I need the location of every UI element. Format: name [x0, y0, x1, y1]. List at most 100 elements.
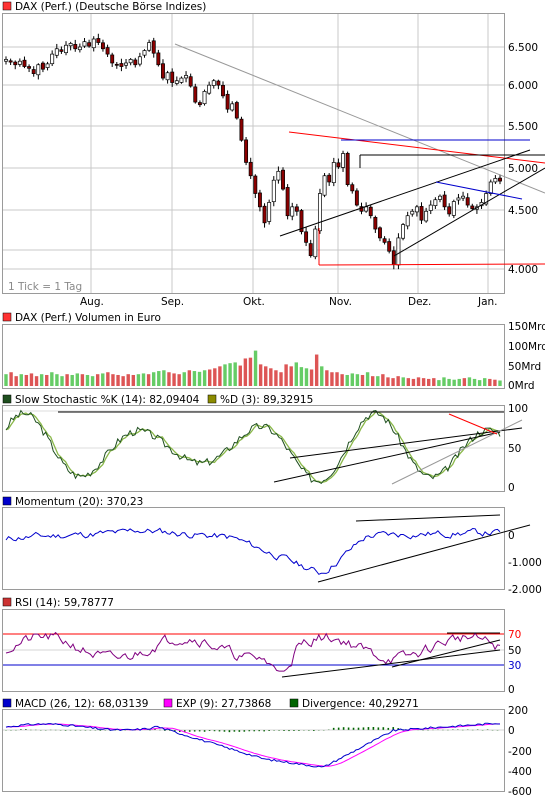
trendline-black-1 [279, 149, 531, 237]
stoch-lines [3, 409, 523, 485]
volume-bar [162, 370, 166, 386]
rsi-ytick: 50 [508, 645, 521, 657]
volume-bar [386, 377, 390, 386]
volume-bar [131, 374, 136, 386]
volume-legend-label: DAX (Perf.) Volumen in Euro [15, 312, 161, 324]
volume-bar [401, 377, 405, 386]
divergence-bar [268, 730, 270, 731]
divergence-bar [332, 727, 335, 730]
candle-body [64, 44, 68, 54]
macd-line [5, 722, 500, 768]
stoch-d-swatch [207, 394, 217, 404]
trendline-gray [174, 43, 545, 194]
volume-bar [320, 366, 324, 386]
rsi-ytick: 70 [508, 629, 521, 641]
stoch-ytick: 0 [508, 482, 515, 494]
volume-bar [228, 363, 232, 386]
divergence-bar [382, 727, 385, 730]
divergence-bar [258, 730, 261, 732]
candle-body [304, 231, 309, 243]
volume-bar [197, 371, 202, 386]
candle-body [17, 60, 22, 65]
volume-bar [421, 378, 426, 386]
volume-bar [432, 378, 436, 386]
candle-body [73, 44, 78, 50]
candle-body [45, 63, 50, 68]
volume-bar [493, 379, 497, 386]
candle-body [391, 250, 396, 265]
candle-body [184, 75, 189, 79]
volume-bar [258, 364, 263, 386]
divergence-bar [387, 727, 390, 730]
divergence-bar [352, 727, 355, 730]
rsi-yaxis: 70 50 30 0 [508, 629, 521, 696]
momentum-ytick: -2.000 [508, 584, 542, 596]
volume-bar [167, 372, 171, 386]
divergence-bar [248, 730, 251, 732]
volume-bar [157, 371, 161, 386]
momentum-trend-bottom [317, 524, 531, 583]
candle-body [105, 47, 110, 55]
month-label: Dez. [408, 296, 431, 308]
candle-body [378, 227, 382, 239]
volume-bar [350, 373, 355, 386]
macd-yaxis: 200 0 -200 -400 -600 [508, 705, 532, 798]
volume-bar [187, 370, 192, 386]
macd-ytick: -200 [508, 746, 532, 758]
volume-bar [218, 366, 222, 386]
divergence-bar [20, 729, 22, 730]
divergence-bar [193, 730, 196, 732]
volume-bar [14, 376, 18, 386]
volume-bar [213, 368, 217, 386]
candle-body [124, 62, 128, 66]
divergence-bar [183, 730, 186, 732]
volume-bar [55, 374, 59, 386]
price-ytick: 4.000 [508, 264, 538, 276]
candle-body [257, 192, 262, 208]
rsi-ytick: 0 [508, 684, 515, 696]
candle-body [147, 42, 152, 51]
exp-label: EXP (9): 27,73868 [176, 698, 271, 710]
month-labels: Aug. Sep. Okt. Nov. Dez. Jan. [80, 296, 498, 308]
candle-body [4, 59, 8, 62]
candle-body [414, 206, 419, 213]
volume-bar [416, 377, 421, 386]
month-label: Okt. [243, 296, 265, 308]
candle-body [230, 103, 235, 111]
candle-body [8, 60, 13, 63]
divergence-bar [337, 727, 340, 730]
macd-swatch [2, 698, 12, 708]
divergence-bar [298, 730, 300, 731]
volume-bar [289, 366, 293, 386]
candle-body [327, 174, 332, 183]
candle-body [253, 175, 258, 194]
divergence-bar [288, 730, 290, 732]
divergence-bar [486, 729, 489, 730]
divergence-bar [203, 730, 206, 732]
candle-body [31, 69, 36, 74]
candle-body [438, 195, 442, 200]
candle-body [433, 199, 438, 207]
volume-bar [208, 369, 212, 386]
volume-bar [345, 374, 349, 386]
candle-body [447, 206, 452, 215]
candle-body [322, 175, 327, 196]
candle-body [364, 206, 369, 212]
volume-bar [294, 362, 298, 386]
candle-body [202, 91, 207, 105]
volume-bar [141, 373, 146, 386]
candle-body [82, 41, 87, 47]
candle-body [493, 178, 498, 183]
tick-note: 1 Tick = 1 Tag [8, 281, 82, 293]
volume-bar [391, 378, 395, 386]
divergence-bar [228, 730, 231, 733]
divergence-bar [218, 730, 221, 732]
volume-bar [477, 380, 482, 386]
candle-body [262, 205, 267, 224]
volume-bar [269, 368, 273, 386]
volume-legend: DAX (Perf.) Volumen in Euro [2, 312, 161, 324]
candle-body [382, 238, 387, 243]
rsi-line [5, 631, 501, 672]
divergence-bar [99, 730, 102, 731]
price-ytick: 5.500 [508, 121, 538, 133]
